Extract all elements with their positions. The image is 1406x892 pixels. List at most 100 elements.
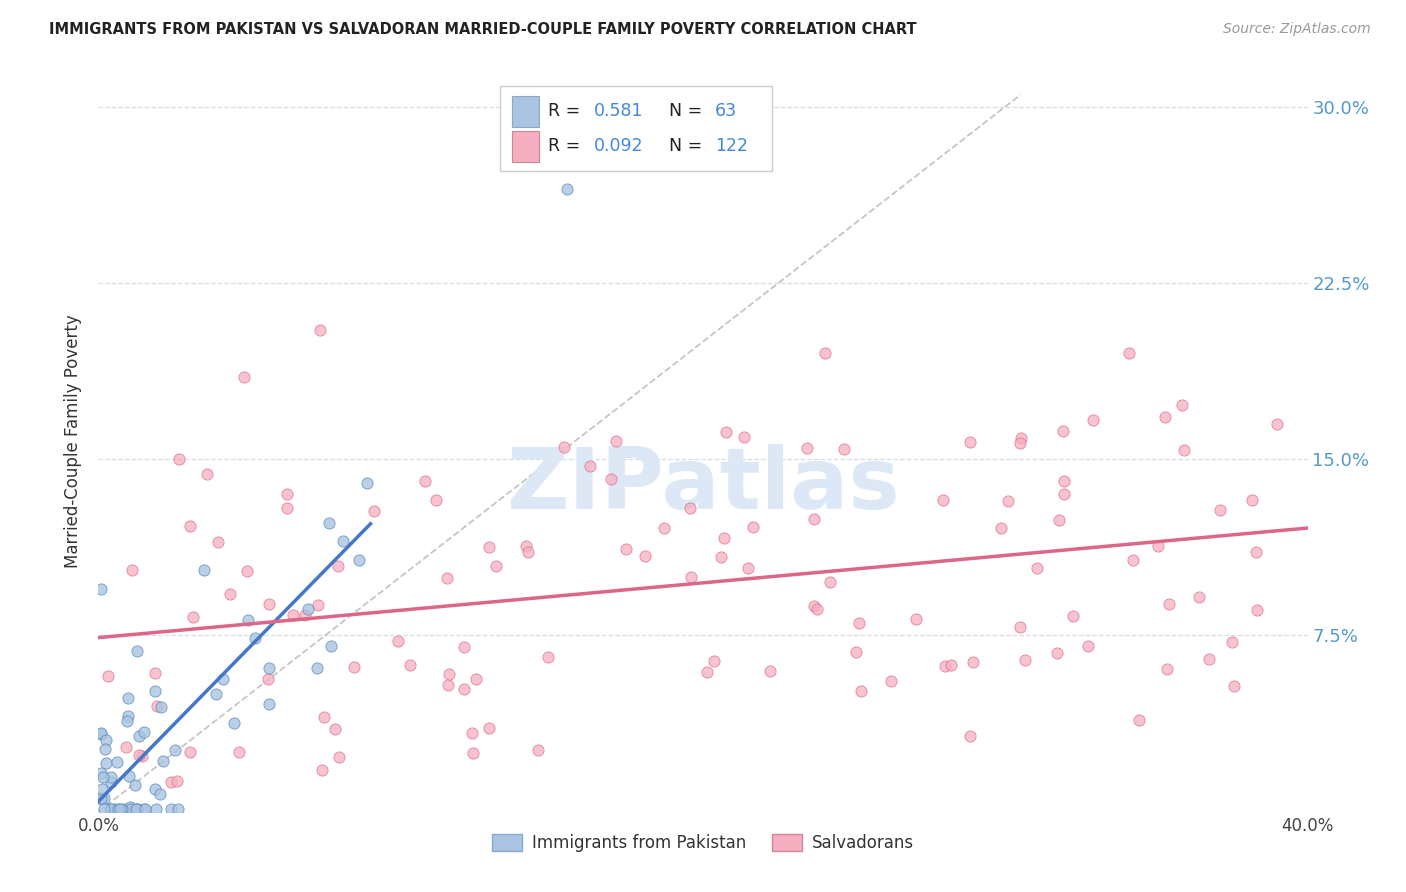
Point — [1025, 561, 1047, 575]
Point — [127, 644, 149, 658]
Point — [553, 441, 575, 455]
Y-axis label: Married-Couple Family Poverty: Married-Couple Family Poverty — [65, 315, 83, 568]
Point — [312, 710, 335, 724]
Point — [803, 599, 825, 613]
Point — [849, 683, 872, 698]
Point — [307, 598, 329, 612]
FancyBboxPatch shape — [501, 87, 772, 171]
Point — [478, 721, 501, 735]
Point — [152, 754, 174, 768]
Point — [1198, 652, 1220, 666]
Point — [115, 714, 138, 729]
Point — [167, 452, 190, 467]
Point — [145, 698, 167, 713]
Point — [120, 802, 142, 816]
Point — [321, 639, 343, 653]
Point — [536, 650, 558, 665]
Point — [163, 743, 186, 757]
Point — [741, 520, 763, 534]
Point — [1062, 609, 1084, 624]
Point — [243, 631, 266, 645]
Point — [425, 492, 447, 507]
Point — [100, 802, 122, 816]
Point — [1014, 653, 1036, 667]
Text: 0.581: 0.581 — [595, 102, 644, 120]
Point — [526, 743, 548, 757]
Point — [848, 615, 870, 630]
Point — [111, 802, 134, 816]
Legend: Immigrants from Pakistan, Salvadorans: Immigrants from Pakistan, Salvadorans — [485, 828, 921, 859]
Point — [93, 741, 115, 756]
Point — [733, 430, 755, 444]
Point — [205, 687, 228, 701]
Point — [1240, 492, 1263, 507]
Point — [115, 802, 138, 816]
Point — [100, 802, 122, 816]
Point — [107, 802, 129, 816]
Point — [128, 729, 150, 743]
Point — [125, 802, 148, 816]
Point — [97, 669, 120, 683]
Point — [1008, 435, 1031, 450]
Point — [94, 756, 117, 771]
Point — [90, 791, 112, 805]
Point — [517, 545, 540, 559]
Point — [461, 746, 484, 760]
Point — [796, 441, 818, 455]
Point — [832, 442, 855, 456]
Text: N =: N = — [669, 102, 707, 120]
Point — [143, 665, 166, 680]
Point — [90, 782, 112, 797]
Point — [294, 608, 316, 623]
Point — [305, 661, 328, 675]
Point — [363, 503, 385, 517]
Point — [737, 560, 759, 574]
Point — [939, 657, 962, 672]
Text: 122: 122 — [716, 137, 748, 155]
Point — [759, 664, 782, 678]
Point — [91, 770, 114, 784]
Point — [166, 802, 188, 816]
Point — [108, 802, 131, 816]
Point — [678, 501, 700, 516]
Point — [713, 531, 735, 545]
Point — [1128, 713, 1150, 727]
Point — [127, 802, 149, 816]
Point — [387, 634, 409, 648]
Point — [1246, 602, 1268, 616]
Point — [1008, 620, 1031, 634]
Point — [276, 501, 298, 516]
Point — [1053, 475, 1076, 489]
Point — [103, 802, 125, 816]
Point — [128, 747, 150, 762]
Point — [228, 745, 250, 759]
Point — [1153, 409, 1175, 424]
Point — [478, 540, 501, 554]
Point — [1220, 635, 1243, 649]
Point — [326, 558, 349, 573]
Point — [100, 774, 122, 789]
Point — [256, 673, 278, 687]
Point — [1244, 545, 1267, 559]
Point — [131, 748, 153, 763]
Point — [143, 684, 166, 698]
Point — [195, 467, 218, 481]
Point — [224, 716, 246, 731]
Point — [93, 790, 115, 805]
Point — [1010, 431, 1032, 445]
Text: R =: R = — [548, 102, 586, 120]
Point — [332, 534, 354, 549]
Point — [259, 597, 281, 611]
Point — [652, 520, 675, 534]
Point — [318, 516, 340, 530]
Point — [276, 487, 298, 501]
Point — [1188, 590, 1211, 604]
Point — [159, 802, 181, 816]
Point — [124, 778, 146, 792]
Point — [117, 691, 139, 706]
Point — [166, 773, 188, 788]
Point — [1209, 503, 1232, 517]
Point — [681, 570, 703, 584]
Point — [905, 613, 928, 627]
Text: IMMIGRANTS FROM PAKISTAN VS SALVADORAN MARRIED-COUPLE FAMILY POVERTY CORRELATION: IMMIGRANTS FROM PAKISTAN VS SALVADORAN M… — [49, 22, 917, 37]
